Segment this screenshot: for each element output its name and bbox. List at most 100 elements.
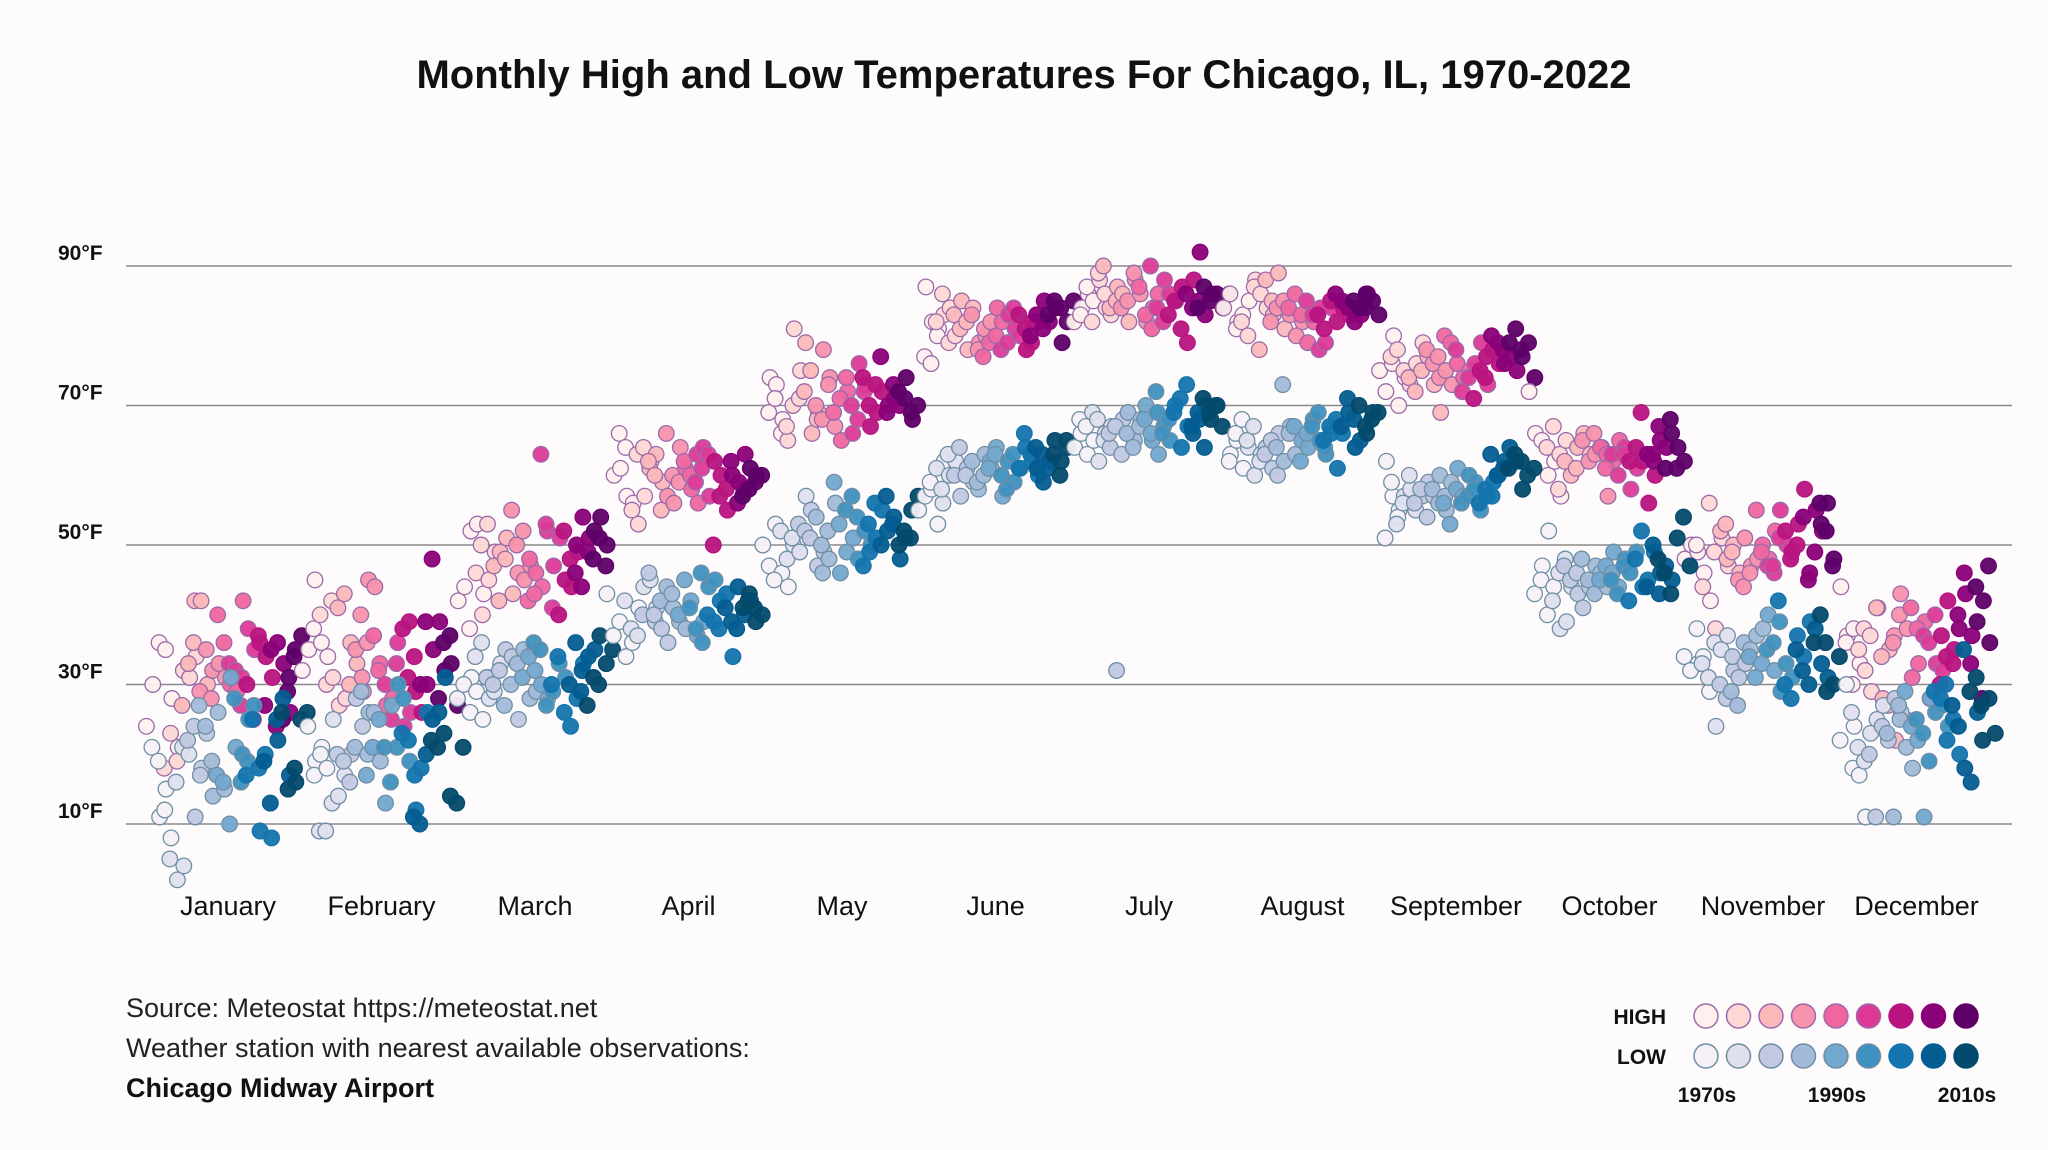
high-temp-point (1221, 285, 1239, 303)
high-temp-point (179, 655, 197, 673)
high-temp-point (1142, 257, 1159, 275)
high-temp-point (1215, 299, 1233, 317)
high-temp-point (456, 578, 474, 596)
high-temp-point (753, 466, 771, 484)
high-temp-point (1811, 494, 1829, 512)
low-temp-point (1961, 683, 1979, 700)
low-temp-point (1764, 634, 1782, 652)
high-temp-point (1741, 564, 1759, 582)
high-temp-point (370, 662, 388, 679)
high-temp-point (693, 459, 711, 477)
high-temp-point (785, 320, 803, 338)
high-temp-point (820, 376, 837, 394)
low-temp-point (1303, 417, 1321, 435)
low-temp-point (1171, 390, 1189, 407)
high-temp-point (860, 397, 878, 414)
low-temp-point (1707, 717, 1725, 735)
high-temp-point (537, 515, 555, 533)
low-temp-point (765, 571, 783, 589)
y-axis-ticks: 90°F 70°F 50°F 30°F 10°F (58, 242, 103, 823)
high-temp-point (473, 606, 491, 624)
high-temp-point (814, 341, 832, 359)
high-temp-point (173, 696, 191, 714)
low-temp-point (1423, 480, 1441, 498)
low-temp-point (877, 487, 895, 505)
high-temp-point (1782, 550, 1800, 568)
high-temp-point (1125, 264, 1143, 282)
low-temp-point (1328, 459, 1346, 477)
low-temp-point (335, 752, 352, 770)
low-temp-point (1776, 676, 1794, 693)
low-temp-point (203, 752, 221, 770)
high-temp-point (1955, 564, 1973, 582)
month-label: June (966, 891, 1025, 921)
low-temp-point (952, 487, 970, 505)
high-temp-point (1567, 459, 1585, 477)
high-temp-point (293, 662, 311, 679)
month-label: July (1125, 891, 1174, 921)
high-temp-point (269, 634, 286, 652)
low-temp-point (1525, 459, 1543, 477)
low-temp-point (724, 648, 742, 666)
low-temp-point (820, 550, 838, 568)
high-temp-point (704, 536, 722, 554)
low-temp-point (663, 585, 681, 603)
high-temp-point (423, 550, 441, 568)
low-temp-point (1955, 641, 1972, 659)
high-temp-point (1735, 578, 1752, 596)
high-temp-point (665, 494, 683, 512)
low-temp-point (430, 703, 448, 721)
high-temp-point (234, 592, 252, 610)
high-temp-point (1315, 320, 1333, 338)
high-temp-point (472, 536, 490, 554)
high-temp-point (335, 585, 353, 603)
high-temp-point (1309, 306, 1327, 324)
high-temp-point (1599, 487, 1617, 505)
low-temp-point (1165, 404, 1183, 421)
low-temp-point (1220, 452, 1238, 470)
high-temp-point (1777, 522, 1794, 540)
y-tick-label: 50°F (58, 521, 103, 544)
high-temp-point (162, 724, 180, 742)
low-temp-point (1730, 669, 1748, 686)
y-tick-label: 30°F (58, 661, 103, 684)
low-temp-point (783, 529, 801, 547)
low-temp-point (1675, 508, 1692, 526)
high-temp-point (1723, 543, 1741, 561)
high-temp-point (1390, 397, 1408, 414)
low-temp-point (1045, 445, 1063, 463)
low-temp-point (1850, 766, 1868, 784)
low-temp-point (710, 620, 728, 638)
low-temp-point (1435, 494, 1453, 512)
low-temp-point (1369, 404, 1387, 421)
low-temp-point (1500, 459, 1517, 477)
low-temp-point (693, 634, 711, 652)
high-temp-point (441, 627, 459, 645)
low-temp-point (681, 599, 699, 617)
low-temp-point (1194, 390, 1212, 407)
high-temp-point (1868, 599, 1885, 617)
high-temp-point (306, 571, 324, 589)
low-temp-point (891, 550, 909, 568)
legend-low-swatch (1953, 1043, 1979, 1069)
high-temp-point (1385, 327, 1403, 345)
low-temp-point (1540, 522, 1558, 540)
low-temp-point (590, 676, 608, 693)
high-temp-point (1609, 466, 1627, 484)
low-temp-point (854, 557, 872, 575)
low-temp-point (1649, 550, 1667, 568)
y-tick-label: 10°F (58, 800, 103, 823)
high-temp-point (1974, 592, 1992, 610)
low-temp-point (190, 696, 208, 714)
high-temp-point (249, 627, 267, 645)
high-temp-point (1695, 564, 1713, 582)
high-temp-point (1967, 578, 1985, 596)
low-temp-point (237, 766, 255, 784)
low-temp-point (998, 480, 1015, 498)
high-temp-point (418, 676, 436, 693)
low-temp-point (1195, 438, 1213, 456)
low-temp-point (394, 690, 412, 707)
high-temp-point (197, 641, 215, 659)
high-temp-point (503, 501, 521, 519)
low-temp-point (156, 801, 174, 819)
